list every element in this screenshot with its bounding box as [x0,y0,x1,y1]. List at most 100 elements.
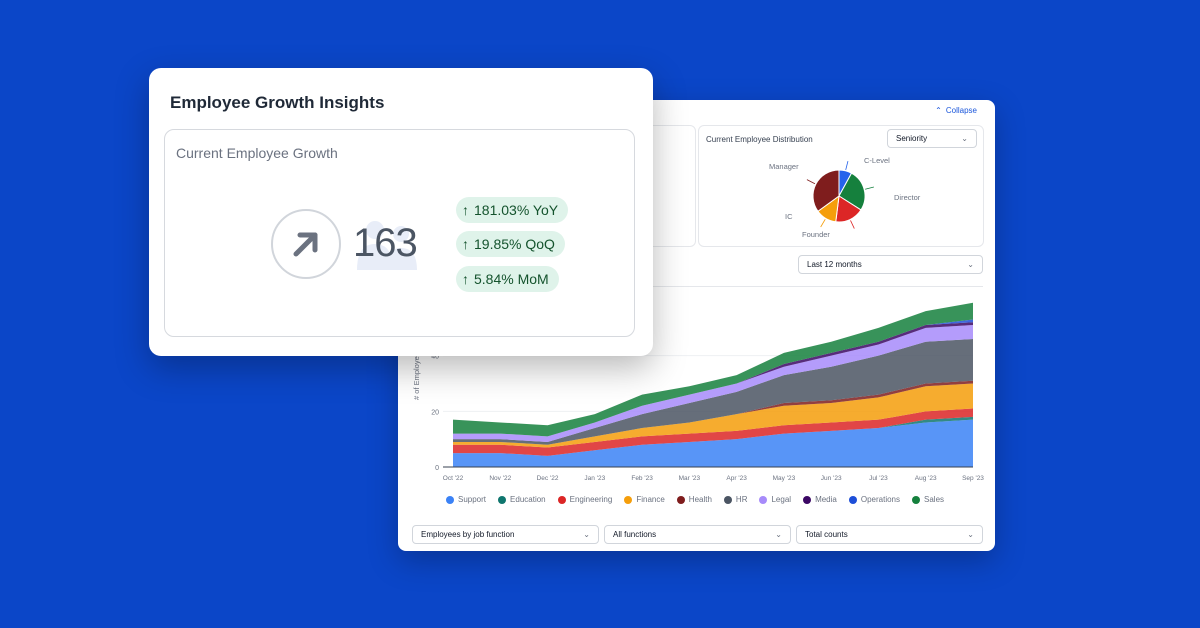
insights-title: Employee Growth Insights [170,93,385,112]
area-series-media [453,322,973,437]
area-series-health [453,380,973,445]
job-function-select[interactable]: Employees by job function ⌄ [412,525,599,544]
chevron-up-icon: ⌃ [935,106,942,115]
legend-dot [803,495,812,504]
current-growth-box: Current Employee Growth 163 ↑ 181.03% Yo… [164,129,635,337]
area-series-finance [453,383,973,448]
pie-leader-line [820,219,826,228]
y-tick-label: 20 [431,409,439,416]
distribution-panel: Current Employee Distribution Seniority … [698,125,984,247]
growth-insights-card: Employee Growth Insights Current Employe… [149,68,653,356]
arrow-up-icon: ↑ [462,202,469,218]
seniority-select-value: Seniority [896,134,928,143]
x-tick-label: Dec '22 [537,475,559,482]
pie-leader-line [806,179,816,185]
legend-item-operations[interactable]: Operations [848,495,900,504]
x-tick-label: Oct '22 [443,475,464,482]
arrow-up-right-icon [293,232,318,257]
legend-label: Media [815,495,837,504]
seniority-select[interactable]: Seniority ⌄ [887,129,977,148]
area-series-sales [453,302,973,437]
people-icon [357,221,417,270]
arrow-up-icon: ↑ [462,236,469,252]
legend-dot [723,495,732,504]
x-tick-label: Jul '23 [869,475,888,482]
current-growth-subtitle: Current Employee Growth [176,145,338,161]
x-tick-label: Sep '23 [962,475,984,482]
legend-dot [676,495,685,504]
legend-item-media[interactable]: Media [803,495,837,504]
legend-item-legal[interactable]: Legal [759,495,791,504]
pie-leader-line [845,161,849,170]
x-tick-label: Jun '23 [821,475,842,482]
seniority-pie-chart [806,161,874,229]
x-tick-label: May '23 [773,475,796,482]
chevron-down-icon: ⌄ [775,530,782,539]
legend-dot [557,495,566,504]
legend-item-education[interactable]: Education [498,495,546,504]
mom-growth-value: 5.84% MoM [474,271,549,287]
period-select[interactable]: Last 12 months ⌄ [798,255,983,274]
yoy-growth-value: 181.03% YoY [474,202,559,218]
chart-divider [398,286,983,287]
total-employees-value: 163 [353,221,418,265]
pie-label-director: Director [894,193,921,202]
job-function-select-value: Employees by job function [421,530,515,539]
area-series-education [453,416,973,456]
pie-leader-line [850,220,855,229]
legend-label: Health [688,495,712,504]
pie-leader-line [865,186,874,190]
legend-label: Sales [924,495,945,504]
y-tick-label: 0 [435,465,439,472]
yoy-growth-badge: ↑ 181.03% YoY [456,197,569,223]
pie-label-ic: IC [785,212,793,221]
pie-label-founder: Founder [802,230,830,239]
legend-dot [624,495,633,504]
legend-label: HR [735,495,748,504]
collapse-button[interactable]: ⌃ Collapse [935,106,977,115]
legend-label: Education [510,495,546,504]
legend-label: Legal [771,495,792,504]
legend-item-health[interactable]: Health [676,495,712,504]
mom-growth-badge: ↑ 5.84% MoM [456,266,559,292]
total-counts-select-value: Total counts [805,530,848,539]
collapse-label: Collapse [945,106,977,115]
qoq-growth-badge: ↑ 19.85% QoQ [456,231,565,257]
area-series-legal [453,325,973,442]
qoq-growth-value: 19.85% QoQ [474,236,555,252]
area-series-support [453,419,973,467]
legend-item-engineering[interactable]: Engineering [557,495,612,504]
all-functions-select[interactable]: All functions ⌄ [604,525,791,544]
legend-dot [498,495,507,504]
legend-label: Support [458,495,487,504]
legend-label: Finance [636,495,665,504]
total-counts-select[interactable]: Total counts ⌄ [796,525,983,544]
area-series-engineering [453,408,973,456]
chevron-down-icon: ⌄ [967,530,974,539]
all-functions-select-value: All functions [613,530,657,539]
legend-item-sales[interactable]: Sales [912,495,944,504]
growth-arrow-badge [271,209,341,279]
distribution-title: Current Employee Distribution [706,135,813,144]
x-tick-label: Apr '23 [726,475,747,482]
area-series-hr [453,338,973,445]
legend-label: Operations [860,495,900,504]
legend-item-hr[interactable]: HR [723,495,748,504]
arrow-up-icon: ↑ [462,271,469,287]
chevron-down-icon: ⌄ [961,134,968,143]
pie-slice-director [838,172,866,211]
legend-item-support[interactable]: Support [446,495,486,504]
employees-area-chart: 0 20 40 Oct '22 Nov '22 Dec '22 Jan '23 Feb '23… [431,302,984,482]
y-tick-label: 40 [431,354,439,361]
pie-slice-manager [812,169,840,212]
x-tick-label: Nov '22 [489,475,511,482]
x-tick-label: Mar '23 [679,475,701,482]
x-tick-label: Aug '23 [915,475,937,482]
legend-dot [912,495,920,504]
legend-dot [759,495,768,504]
legend-item-finance[interactable]: Finance [624,495,665,504]
x-tick-label: Jan '23 [584,475,605,482]
chevron-down-icon: ⌄ [583,530,590,539]
period-select-value: Last 12 months [807,260,862,269]
legend-dot [848,495,857,504]
